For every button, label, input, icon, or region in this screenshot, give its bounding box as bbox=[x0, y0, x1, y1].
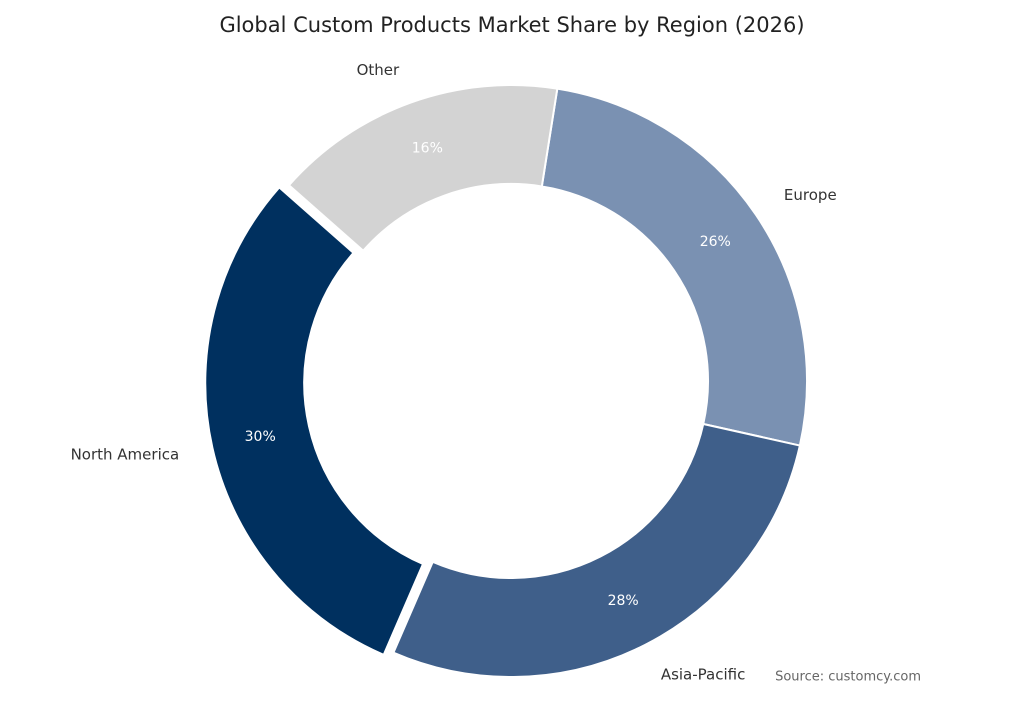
donut-slice bbox=[287, 84, 559, 253]
donut-slice bbox=[540, 87, 808, 447]
category-label: Other bbox=[357, 61, 400, 79]
value-label: 16% bbox=[412, 141, 443, 157]
donut-slice bbox=[204, 186, 425, 657]
chart-title: Global Custom Products Market Share by R… bbox=[219, 13, 804, 37]
category-label: Asia-Pacific bbox=[661, 666, 746, 684]
category-label: Europe bbox=[784, 186, 837, 204]
value-label: 26% bbox=[700, 234, 731, 250]
value-label: 28% bbox=[608, 593, 639, 609]
category-label: North America bbox=[71, 446, 180, 464]
source: Source: customcy.com bbox=[775, 670, 921, 685]
value-label: 30% bbox=[245, 429, 276, 445]
donut-slice bbox=[392, 422, 802, 678]
